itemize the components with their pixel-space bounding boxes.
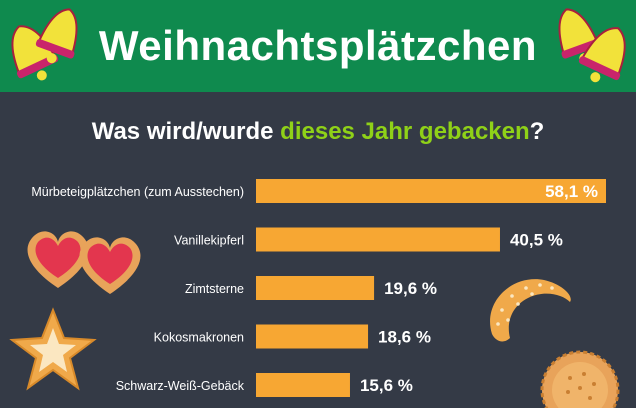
star-cookie-icon [9, 307, 97, 391]
crescent-cookie-icon [490, 279, 571, 342]
bar [256, 373, 350, 397]
bar [256, 227, 500, 252]
category-label: Zimtsterne [185, 282, 244, 296]
value-label: 40,5 % [510, 231, 563, 250]
round-cookie-icon [540, 350, 620, 408]
subtitle-part1: Was wird/wurde [91, 118, 281, 145]
bar-chart: Mürbeteigplätzchen (zum Ausstechen) 58,1 … [31, 179, 606, 397]
bell-icon [558, 8, 626, 83]
heart-cookie-icon [27, 231, 141, 294]
subtitle-part2: ? [529, 118, 545, 145]
category-label: Schwarz-Weiß-Gebäck [116, 379, 245, 393]
value-label: 18,6 % [378, 328, 431, 347]
bar [256, 179, 606, 203]
category-label: Vanillekipferl [174, 234, 244, 248]
subtitle-highlight: dieses Jahr gebacken [280, 118, 530, 145]
page-title: Weihnachtsplätzchen [98, 22, 538, 69]
category-label: Kokosmakronen [154, 331, 244, 345]
category-label: Mürbeteigplätzchen (zum Ausstechen) [31, 185, 244, 199]
bar [256, 324, 369, 349]
value-label: 15,6 % [360, 376, 413, 395]
bar [256, 276, 375, 300]
chart-subtitle: Was wird/wurde dieses Jahr gebacken? [0, 118, 636, 146]
value-label: 58,1 % [545, 182, 598, 201]
value-label: 19,6 % [384, 279, 437, 298]
bell-icon [11, 8, 78, 81]
header-banner: Weihnachtsplätzchen [0, 0, 636, 92]
